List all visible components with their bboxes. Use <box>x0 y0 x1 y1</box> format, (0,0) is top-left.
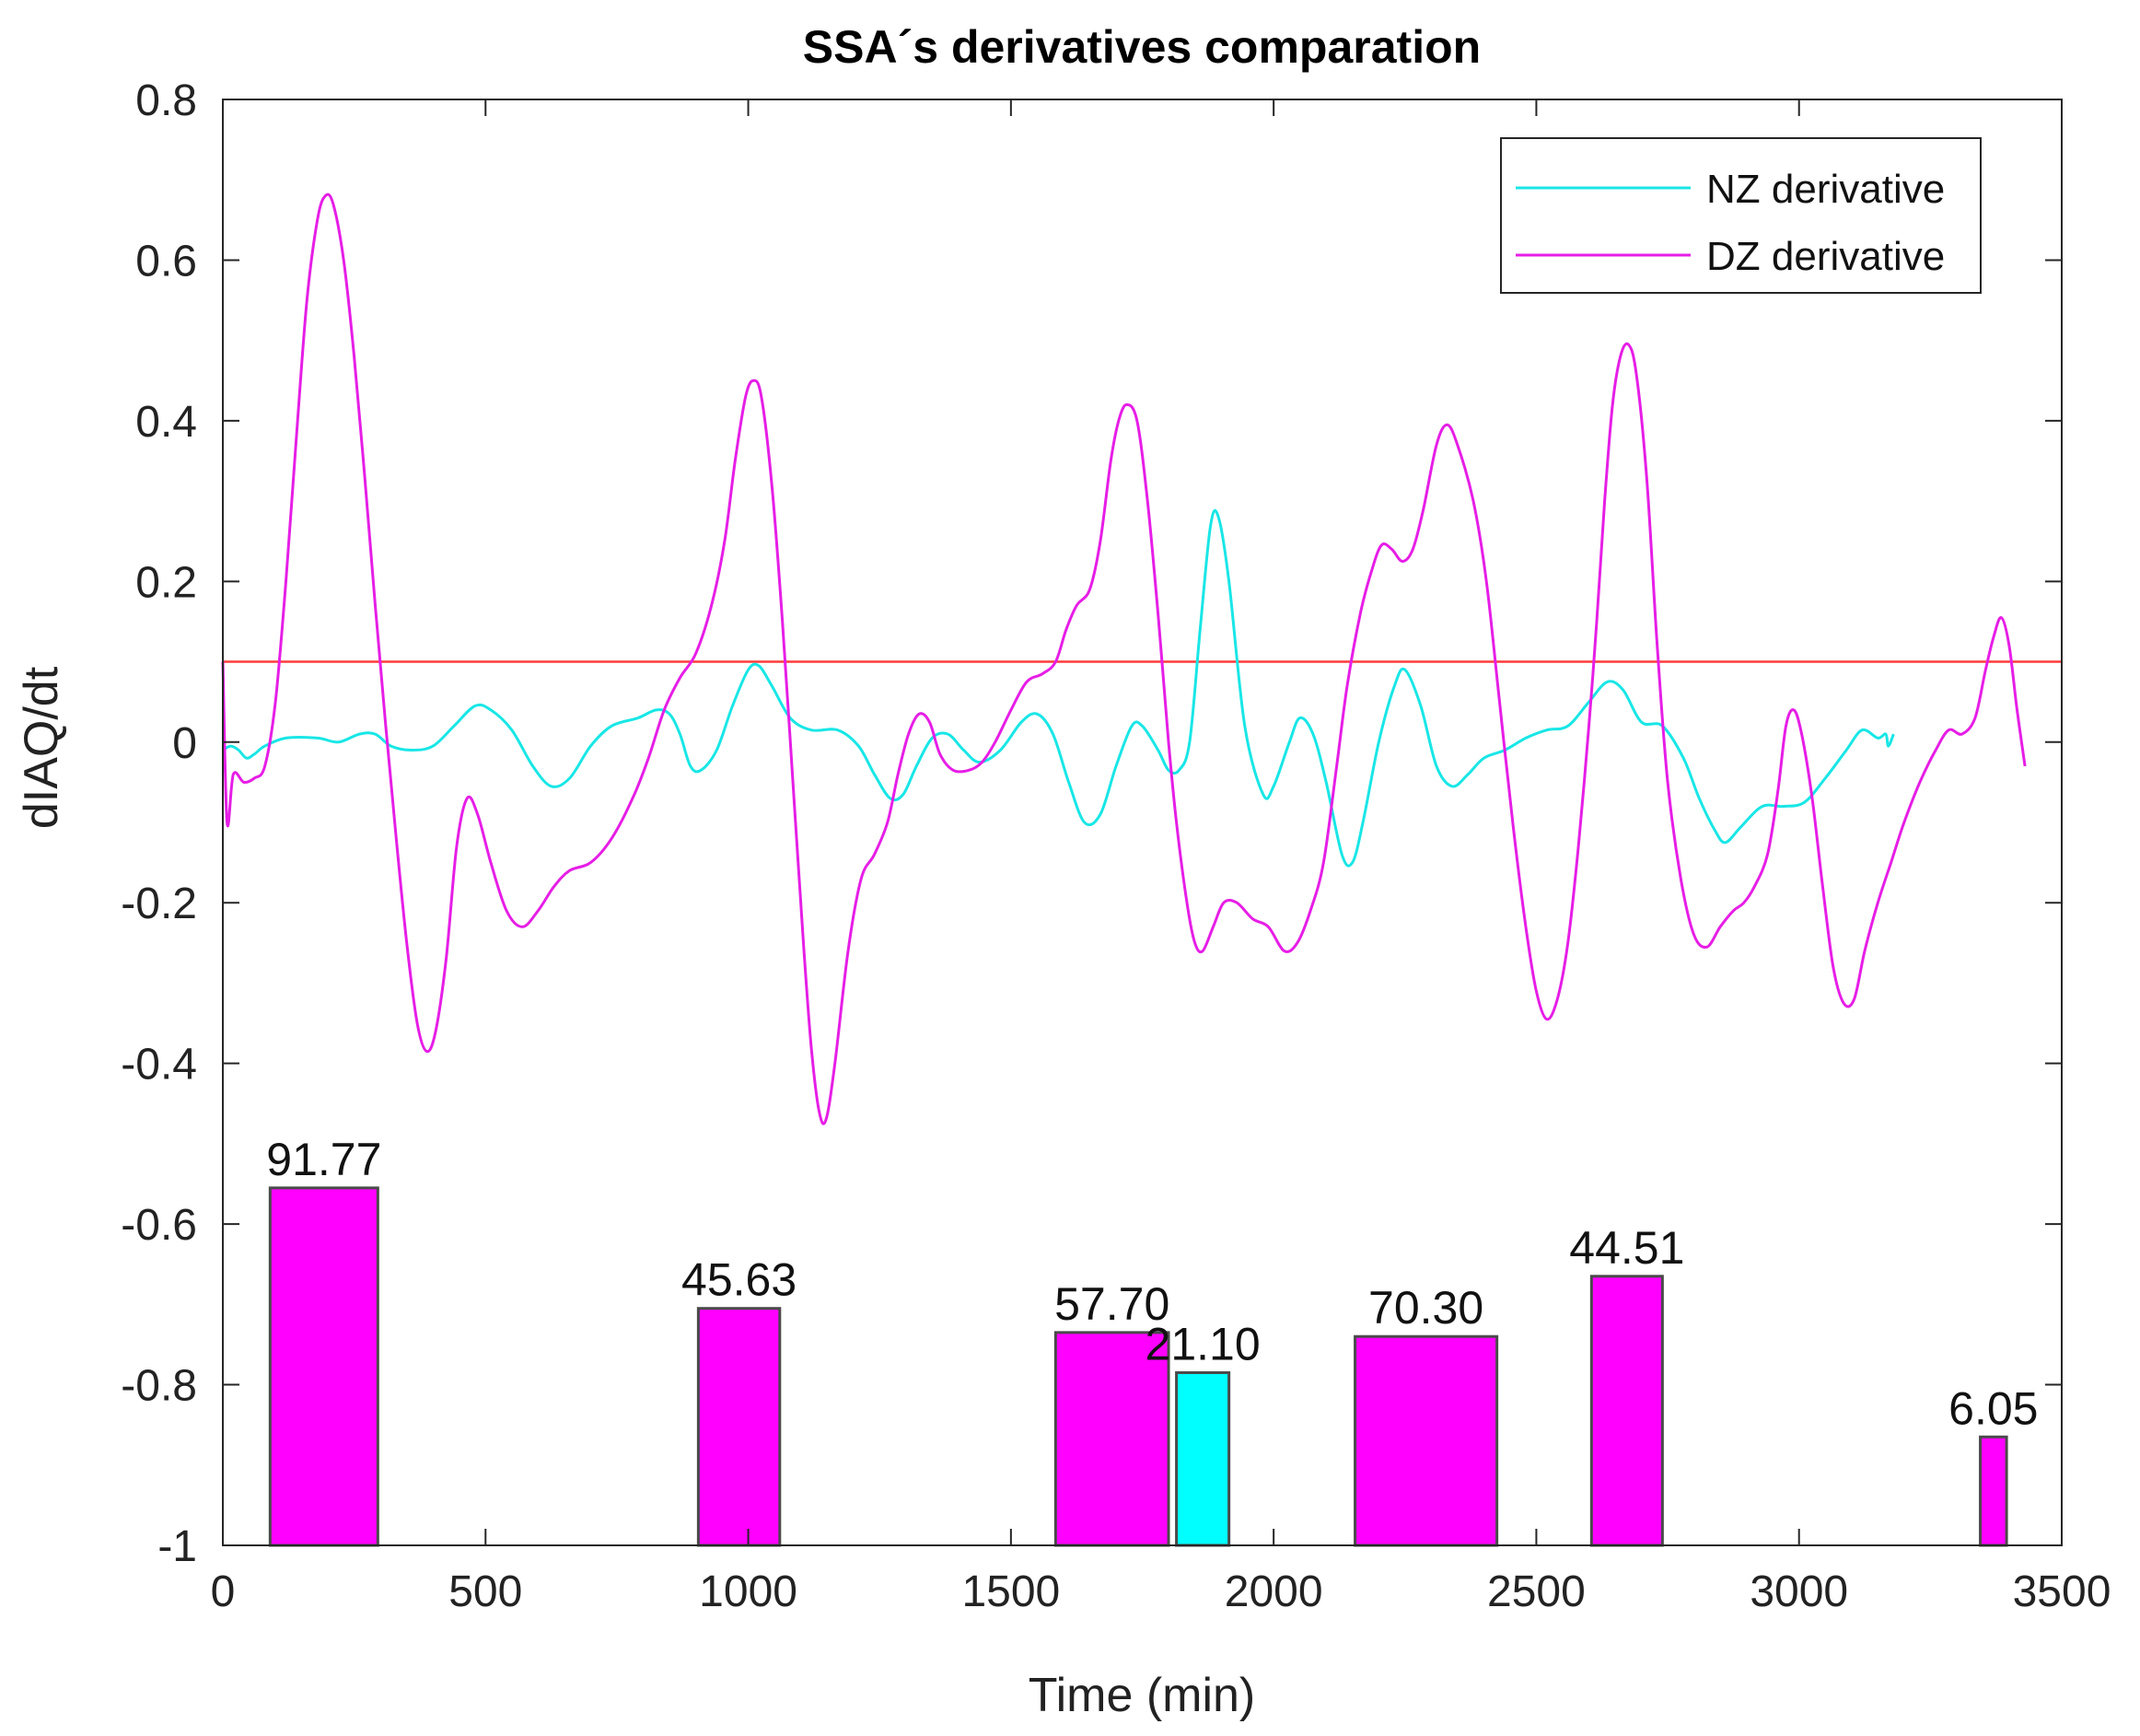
x-tick-label: 2500 <box>1487 1567 1586 1616</box>
legend-box <box>1500 137 1982 294</box>
y-tick-label: 0.4 <box>135 398 197 447</box>
bar-44.51 <box>1589 1275 1664 1547</box>
y-tick-label: 0 <box>172 719 197 768</box>
legend-label-dz: DZ derivative <box>1706 234 1945 279</box>
series-line-nz <box>222 508 1895 868</box>
x-tick-label: 3000 <box>1750 1567 1848 1616</box>
bar-label: 21.10 <box>1146 1318 1261 1369</box>
x-tick-label: 2000 <box>1225 1567 1323 1616</box>
legend: NZ derivative DZ derivative <box>1500 137 1982 294</box>
x-axis-label: Time (min) <box>1029 1669 1256 1722</box>
y-ticks: -1 -0.8 -0.6 -0.4 -0.2 0 0.2 0.4 0.6 0.8 <box>121 76 2062 1571</box>
bar-91.77 <box>268 1186 379 1547</box>
bars-layer <box>268 1186 2008 1547</box>
bar-57.70 <box>1053 1331 1170 1547</box>
x-tick-label: 500 <box>448 1567 522 1616</box>
x-tick-label: 0 <box>211 1567 236 1616</box>
y-tick-label: -0.6 <box>121 1201 197 1250</box>
bar-label: 91.77 <box>266 1134 381 1185</box>
legend-label-nz: NZ derivative <box>1706 167 1945 212</box>
x-ticks: 0 500 1000 1500 2000 2500 3000 3500 <box>211 99 2111 1616</box>
bar-70.30 <box>1354 1334 1499 1547</box>
y-tick-label: 0.6 <box>135 237 197 285</box>
bar-21.10 <box>1175 1370 1231 1547</box>
axes-frame <box>222 99 2063 1546</box>
bar-label: 70.30 <box>1368 1282 1483 1334</box>
y-axis-label: dIAQ/dt <box>15 666 68 829</box>
axes-box <box>223 99 2062 1545</box>
bar-label: 57.70 <box>1054 1278 1169 1330</box>
bar-label: 44.51 <box>1569 1222 1684 1274</box>
y-tick-label: -0.4 <box>121 1041 197 1089</box>
x-tick-label: 3500 <box>2013 1567 2111 1616</box>
y-tick-label: -0.2 <box>121 880 197 928</box>
bar-6.05 <box>1979 1435 2008 1547</box>
bar-label: 6.05 <box>1948 1382 2038 1434</box>
bar-label: 45.63 <box>681 1254 797 1306</box>
y-tick-label: -1 <box>157 1522 197 1571</box>
bar-45.63 <box>696 1307 782 1547</box>
y-tick-label: -0.8 <box>121 1362 197 1411</box>
x-tick-label: 1000 <box>699 1567 797 1616</box>
y-tick-label: 0.2 <box>135 558 197 607</box>
series-line-dz <box>221 192 2027 1125</box>
series-layer <box>221 192 2027 1125</box>
y-tick-label: 0.8 <box>135 76 197 125</box>
chart-title: SSA´s derivatives comparation <box>803 21 1481 73</box>
x-tick-label: 1500 <box>961 1567 1060 1616</box>
